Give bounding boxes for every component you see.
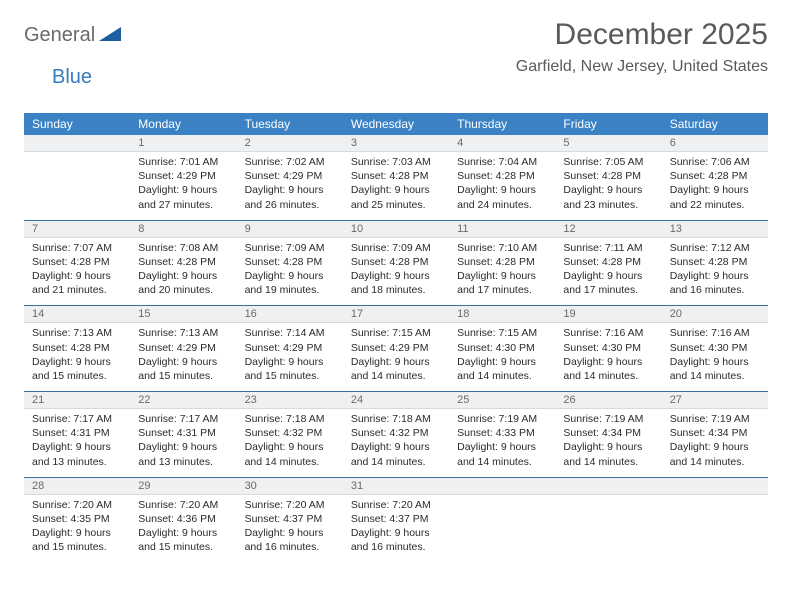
day-number-cell: 25 [449,392,555,409]
day-detail-cell: Sunrise: 7:03 AMSunset: 4:28 PMDaylight:… [343,152,449,221]
day-number-cell: 9 [237,220,343,237]
day-number-cell: 26 [555,392,661,409]
day-number-cell: 15 [130,306,236,323]
day-number-cell: 12 [555,220,661,237]
day-detail-cell: Sunrise: 7:16 AMSunset: 4:30 PMDaylight:… [662,323,768,392]
day-detail-cell: Sunrise: 7:06 AMSunset: 4:28 PMDaylight:… [662,152,768,221]
day-detail-cell: Sunrise: 7:14 AMSunset: 4:29 PMDaylight:… [237,323,343,392]
day-number-cell: 22 [130,392,236,409]
day-number-cell: 27 [662,392,768,409]
day-detail-cell: Sunrise: 7:19 AMSunset: 4:33 PMDaylight:… [449,409,555,478]
day-number-cell: 7 [24,220,130,237]
day-header: Friday [555,113,661,135]
brand-logo: General [24,18,123,47]
day-number-cell: 2 [237,135,343,152]
day-detail-cell: Sunrise: 7:04 AMSunset: 4:28 PMDaylight:… [449,152,555,221]
day-detail-row: Sunrise: 7:20 AMSunset: 4:35 PMDaylight:… [24,494,768,562]
day-number-cell: 20 [662,306,768,323]
day-detail-cell [449,494,555,562]
day-number-cell: 8 [130,220,236,237]
day-detail-cell: Sunrise: 7:19 AMSunset: 4:34 PMDaylight:… [555,409,661,478]
day-detail-cell: Sunrise: 7:08 AMSunset: 4:28 PMDaylight:… [130,237,236,306]
day-detail-cell: Sunrise: 7:19 AMSunset: 4:34 PMDaylight:… [662,409,768,478]
day-detail-cell: Sunrise: 7:20 AMSunset: 4:37 PMDaylight:… [237,494,343,562]
day-number-row: 28293031 [24,477,768,494]
day-detail-cell: Sunrise: 7:07 AMSunset: 4:28 PMDaylight:… [24,237,130,306]
day-detail-cell: Sunrise: 7:01 AMSunset: 4:29 PMDaylight:… [130,152,236,221]
day-header: Monday [130,113,236,135]
day-number-cell [662,477,768,494]
day-number-cell: 30 [237,477,343,494]
month-title: December 2025 [516,18,768,52]
day-number-row: 21222324252627 [24,392,768,409]
day-number-cell [24,135,130,152]
day-number-cell: 18 [449,306,555,323]
day-number-cell: 10 [343,220,449,237]
day-detail-cell: Sunrise: 7:15 AMSunset: 4:29 PMDaylight:… [343,323,449,392]
day-detail-cell: Sunrise: 7:18 AMSunset: 4:32 PMDaylight:… [237,409,343,478]
day-number-cell: 3 [343,135,449,152]
day-number-row: 14151617181920 [24,306,768,323]
day-detail-cell: Sunrise: 7:17 AMSunset: 4:31 PMDaylight:… [130,409,236,478]
day-number-cell: 28 [24,477,130,494]
day-header: Sunday [24,113,130,135]
day-header: Thursday [449,113,555,135]
day-detail-cell: Sunrise: 7:15 AMSunset: 4:30 PMDaylight:… [449,323,555,392]
day-detail-row: Sunrise: 7:01 AMSunset: 4:29 PMDaylight:… [24,152,768,221]
calendar-table: SundayMondayTuesdayWednesdayThursdayFrid… [24,113,768,562]
day-header: Saturday [662,113,768,135]
day-number-cell: 4 [449,135,555,152]
day-detail-cell: Sunrise: 7:12 AMSunset: 4:28 PMDaylight:… [662,237,768,306]
day-detail-cell: Sunrise: 7:20 AMSunset: 4:37 PMDaylight:… [343,494,449,562]
day-header: Tuesday [237,113,343,135]
day-number-cell: 23 [237,392,343,409]
day-detail-cell: Sunrise: 7:17 AMSunset: 4:31 PMDaylight:… [24,409,130,478]
day-number-cell: 29 [130,477,236,494]
day-detail-row: Sunrise: 7:13 AMSunset: 4:28 PMDaylight:… [24,323,768,392]
day-detail-cell: Sunrise: 7:13 AMSunset: 4:28 PMDaylight:… [24,323,130,392]
calendar-page: General December 2025 Garfield, New Jers… [0,0,792,580]
logo-triangle-icon [99,25,121,46]
day-number-cell: 16 [237,306,343,323]
day-detail-cell [24,152,130,221]
calendar-head: SundayMondayTuesdayWednesdayThursdayFrid… [24,113,768,135]
day-detail-row: Sunrise: 7:07 AMSunset: 4:28 PMDaylight:… [24,237,768,306]
day-detail-cell [662,494,768,562]
day-detail-cell: Sunrise: 7:16 AMSunset: 4:30 PMDaylight:… [555,323,661,392]
day-detail-row: Sunrise: 7:17 AMSunset: 4:31 PMDaylight:… [24,409,768,478]
day-detail-cell: Sunrise: 7:09 AMSunset: 4:28 PMDaylight:… [343,237,449,306]
day-detail-cell: Sunrise: 7:09 AMSunset: 4:28 PMDaylight:… [237,237,343,306]
day-number-cell: 14 [24,306,130,323]
day-detail-cell: Sunrise: 7:13 AMSunset: 4:29 PMDaylight:… [130,323,236,392]
day-number-cell: 1 [130,135,236,152]
day-number-cell [449,477,555,494]
day-detail-cell: Sunrise: 7:10 AMSunset: 4:28 PMDaylight:… [449,237,555,306]
day-number-cell: 11 [449,220,555,237]
day-number-cell: 19 [555,306,661,323]
logo-text-blue: Blue [52,66,92,88]
day-detail-cell [555,494,661,562]
day-number-cell: 13 [662,220,768,237]
day-detail-cell: Sunrise: 7:20 AMSunset: 4:35 PMDaylight:… [24,494,130,562]
day-detail-cell: Sunrise: 7:02 AMSunset: 4:29 PMDaylight:… [237,152,343,221]
logo-text-general: General [24,24,95,47]
day-detail-cell: Sunrise: 7:20 AMSunset: 4:36 PMDaylight:… [130,494,236,562]
day-number-row: 78910111213 [24,220,768,237]
day-detail-cell: Sunrise: 7:05 AMSunset: 4:28 PMDaylight:… [555,152,661,221]
day-detail-cell: Sunrise: 7:11 AMSunset: 4:28 PMDaylight:… [555,237,661,306]
day-number-cell: 6 [662,135,768,152]
day-number-row: 123456 [24,135,768,152]
day-detail-cell: Sunrise: 7:18 AMSunset: 4:32 PMDaylight:… [343,409,449,478]
day-number-cell: 31 [343,477,449,494]
day-number-cell: 5 [555,135,661,152]
day-number-cell: 21 [24,392,130,409]
day-header: Wednesday [343,113,449,135]
day-number-cell: 24 [343,392,449,409]
day-number-cell: 17 [343,306,449,323]
day-number-cell [555,477,661,494]
